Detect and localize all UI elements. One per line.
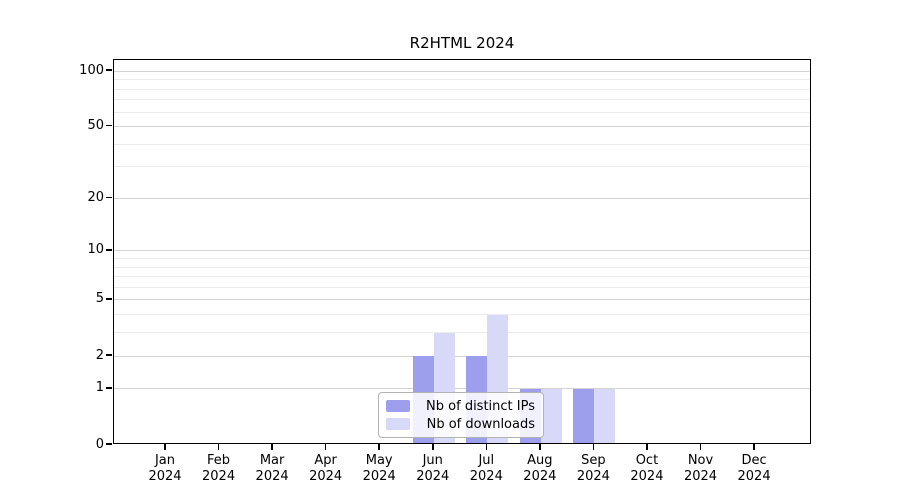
y-tick-0 (106, 443, 112, 445)
y-tick-50 (106, 124, 112, 127)
x-tick-label-mar: Mar 2024 (240, 453, 304, 485)
x-tick-month-may: May (365, 453, 393, 468)
x-tick-month-jul: Jul (478, 453, 495, 468)
gridline-major-20 (114, 197, 810, 199)
bar-sep-distinct-ips (573, 388, 595, 443)
gridline-major-50 (114, 126, 810, 128)
gridline-minor-8 (114, 266, 810, 268)
x-tick-month-jan: Jan (154, 453, 176, 468)
x-tick-label-may: May 2024 (347, 453, 411, 485)
x-tick-month-oct: Oct (635, 453, 659, 468)
legend-swatch-distinct-ips (386, 400, 410, 412)
x-tick-label-sep: Sep 2024 (561, 453, 625, 485)
y-tick-2 (106, 354, 112, 356)
x-tick-may (378, 444, 380, 450)
gridline-minor-40 (114, 143, 810, 145)
x-tick-year-may: 2024 (362, 469, 396, 484)
x-tick-aug (539, 444, 541, 450)
y-tick-label-0: 0 (95, 436, 104, 452)
x-tick-month-mar: Mar (259, 453, 285, 468)
gridline-minor-6 (114, 286, 810, 288)
gridline-major-100 (114, 70, 810, 72)
gridline-minor-70 (114, 99, 810, 101)
x-tick-year-apr: 2024 (309, 469, 343, 484)
x-tick-apr (324, 444, 327, 450)
x-tick-month-apr: Apr (314, 453, 337, 468)
legend-label-downloads: Nb of downloads (426, 416, 535, 432)
gridline-major-2 (114, 355, 810, 357)
gridline-minor-4 (114, 314, 810, 316)
x-tick-month-jun: Jun (422, 453, 443, 468)
y-tick-5 (106, 298, 112, 300)
gridline-minor-9 (114, 258, 810, 259)
legend-item-downloads: Nb of downloads (386, 415, 535, 433)
x-tick-label-jun: Jun 2024 (401, 453, 465, 485)
x-tick-label-oct: Oct 2024 (615, 453, 679, 485)
y-tick-label-1: 1 (95, 380, 104, 396)
x-tick-year-feb: 2024 (202, 469, 236, 484)
x-tick-jan (164, 444, 166, 450)
bar-aug-downloads (540, 388, 562, 443)
bar-sep-downloads (594, 388, 616, 443)
x-tick-year-nov: 2024 (683, 469, 718, 484)
x-tick-year-dec: 2024 (737, 469, 771, 484)
x-tick-year-jun: 2024 (416, 469, 450, 484)
legend-label-distinct-ips: Nb of distinct IPs (426, 398, 535, 414)
x-tick-year-aug: 2024 (523, 469, 557, 484)
gridline-major-5 (114, 299, 810, 301)
legend-swatch-downloads (386, 418, 410, 430)
x-tick-nov (699, 444, 702, 450)
x-tick-month-feb: Feb (207, 453, 231, 468)
plot-area (113, 59, 811, 444)
y-tick-label-50: 50 (87, 118, 104, 134)
gridline-minor-90 (114, 79, 810, 81)
y-tick-label-20: 20 (87, 189, 104, 205)
x-tick-label-apr: Apr 2024 (294, 453, 358, 485)
x-tick-year-jul: 2024 (469, 469, 503, 484)
x-tick-oct (646, 444, 648, 450)
x-tick-year-jan: 2024 (148, 469, 182, 484)
y-tick-label-100: 100 (79, 62, 104, 78)
x-tick-feb (217, 444, 220, 450)
gridline-minor-3 (114, 332, 810, 334)
x-tick-label-jan: Jan 2024 (133, 453, 197, 485)
x-tick-label-aug: Aug 2024 (508, 453, 572, 485)
x-tick-dec (753, 444, 755, 450)
legend: Nb of distinct IPs Nb of downloads (378, 392, 544, 438)
x-tick-year-oct: 2024 (630, 469, 664, 484)
legend-item-distinct-ips: Nb of distinct IPs (386, 397, 535, 415)
x-tick-sep (592, 444, 595, 450)
chart-title: R2HTML 2024 (409, 34, 515, 52)
gridline-major-10 (114, 250, 810, 252)
x-tick-label-feb: Feb 2024 (187, 453, 251, 485)
x-tick-jul (485, 444, 488, 450)
x-tick-month-nov: Nov (687, 453, 714, 468)
gridline-minor-80 (114, 88, 810, 90)
y-tick-label-2: 2 (95, 347, 104, 363)
x-tick-month-aug: Aug (527, 453, 553, 468)
gridline-minor-7 (114, 276, 810, 278)
gridline-minor-30 (114, 166, 810, 168)
x-tick-label-jul: Jul 2024 (454, 453, 518, 485)
gridline-minor-60 (114, 111, 810, 113)
x-tick-year-mar: 2024 (255, 469, 289, 484)
y-tick-1 (106, 387, 112, 389)
x-tick-month-dec: Dec (741, 453, 767, 468)
plot-inner (114, 60, 810, 443)
x-tick-jun (432, 444, 434, 450)
y-tick-label-10: 10 (87, 242, 104, 258)
x-tick-label-dec: Dec 2024 (722, 453, 786, 485)
x-tick-month-sep: Sep (581, 453, 606, 468)
x-tick-label-nov: Nov 2024 (669, 453, 733, 485)
y-tick-100 (106, 69, 112, 71)
x-tick-year-sep: 2024 (576, 469, 610, 484)
gridline-major-1 (114, 388, 810, 390)
y-tick-20 (106, 196, 112, 199)
y-tick-label-5: 5 (95, 291, 104, 307)
x-tick-mar (271, 444, 273, 450)
y-tick-10 (106, 249, 112, 251)
